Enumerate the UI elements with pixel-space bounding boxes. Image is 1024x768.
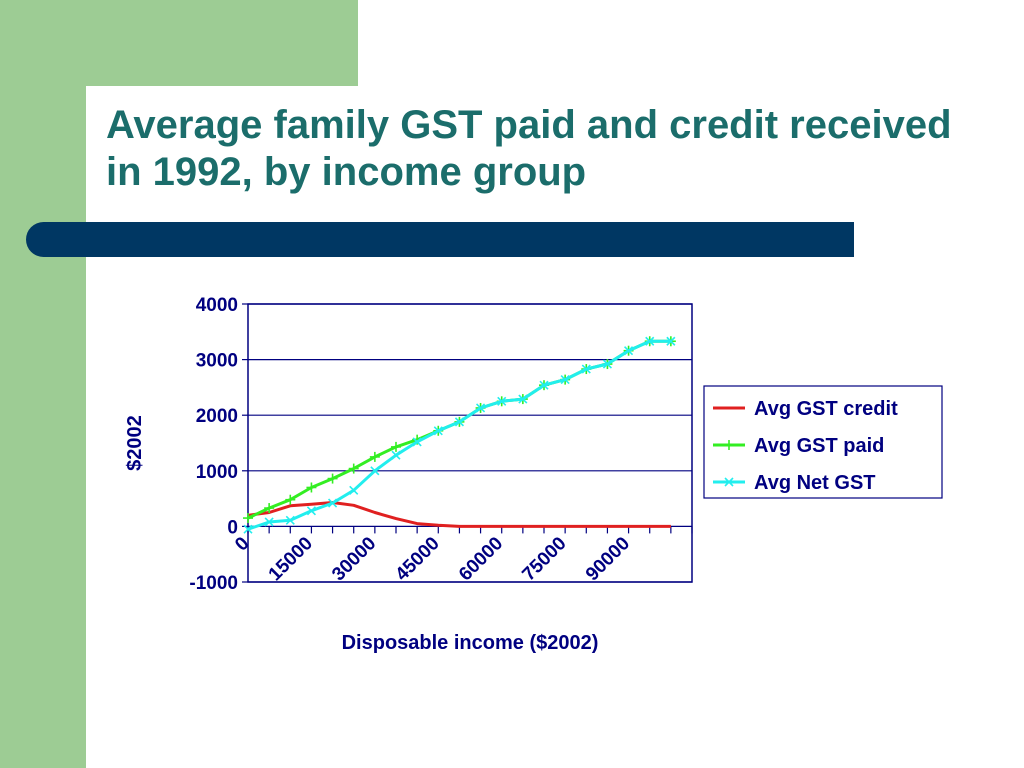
data-point — [306, 482, 317, 493]
data-point — [476, 403, 486, 413]
data-point — [243, 524, 253, 534]
data-point — [412, 437, 422, 447]
data-point — [666, 336, 676, 346]
data-point — [497, 396, 507, 406]
y-tick-label: 1000 — [196, 462, 238, 483]
y-tick-label: 2000 — [196, 406, 238, 427]
legend-label: Avg GST credit — [754, 398, 898, 420]
data-point — [602, 359, 612, 369]
data-point — [560, 375, 570, 385]
y-tick-label: -1000 — [189, 573, 238, 594]
data-point — [391, 441, 401, 452]
data-point — [285, 494, 296, 505]
data-point — [539, 380, 549, 390]
legend-label: Avg Net GST — [754, 472, 876, 494]
data-point — [581, 364, 591, 374]
y-axis: 4000 3000 2000 1000 0 -1000 — [189, 295, 248, 594]
data-point — [327, 473, 338, 484]
data-point — [306, 506, 316, 516]
accent-strip-left — [0, 0, 86, 768]
y-tick-label: 3000 — [196, 351, 238, 372]
data-point — [370, 466, 380, 476]
data-point — [264, 517, 274, 527]
data-point — [433, 426, 443, 436]
data-point — [518, 394, 528, 404]
x-axis-title: Disposable income ($2002) — [342, 632, 599, 654]
data-point — [243, 513, 253, 524]
legend-marker — [724, 477, 734, 487]
data-point — [391, 450, 401, 460]
series-line — [247, 501, 671, 528]
title-underline-bar — [26, 222, 854, 257]
data-point — [645, 336, 655, 346]
series-3 — [243, 336, 676, 534]
data-point — [328, 498, 338, 508]
y-tick-label: 4000 — [196, 295, 238, 316]
data-point — [624, 346, 634, 356]
legend-box — [703, 385, 943, 499]
content-corner — [86, 86, 166, 166]
data-point — [454, 417, 464, 427]
series-layer — [243, 336, 676, 534]
y-tick-label: 0 — [227, 517, 238, 538]
legend-label: Avg GST paid — [754, 435, 884, 457]
data-point — [264, 503, 275, 514]
legend: Avg GST credit Avg GST paid Avg Net GST — [703, 385, 943, 499]
data-point — [349, 485, 359, 495]
data-point — [285, 515, 295, 525]
accent-strip-top — [86, 0, 358, 86]
y-axis-title: $2002 — [124, 415, 146, 471]
slide-title: Average family GST paid and credit recei… — [106, 103, 952, 194]
data-point — [348, 463, 359, 474]
series-1 — [247, 501, 671, 528]
data-point — [369, 451, 380, 462]
